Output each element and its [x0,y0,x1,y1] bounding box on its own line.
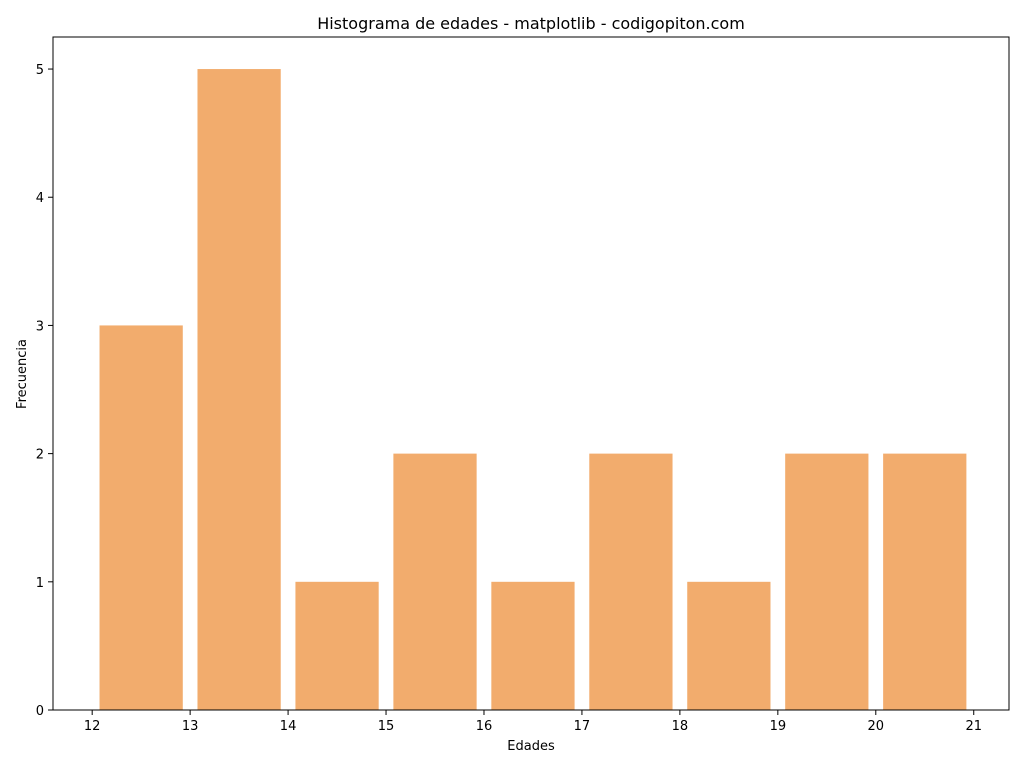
y-tick-label: 2 [36,448,44,463]
histogram-bar [589,453,673,710]
histogram-bar [883,453,967,710]
histogram-bar [295,581,379,710]
x-tick-label: 21 [965,719,982,734]
y-axis-ticks: 0 1 2 3 4 5 [36,63,53,719]
x-tick-label: 20 [868,719,885,734]
y-tick-label: 3 [36,319,44,334]
x-tick-label: 12 [84,719,101,734]
bars-group [99,69,967,711]
histogram-bar [99,325,183,710]
y-tick-label: 4 [36,191,44,206]
x-axis-ticks: 12 13 14 15 16 17 18 19 20 21 [84,710,982,734]
y-tick-label: 5 [36,63,44,78]
y-tick-label: 0 [36,704,44,719]
x-axis-label: Edades [507,739,555,754]
chart-title: Histograma de edades - matplotlib - codi… [317,14,745,33]
y-axis-label: Frecuencia [15,339,30,409]
x-tick-label: 16 [476,719,493,734]
histogram-bar [393,453,477,710]
x-tick-label: 14 [280,719,297,734]
histogram-bar [197,69,281,711]
y-tick-label: 1 [36,576,44,591]
x-tick-label: 13 [182,719,199,734]
histogram-bar [785,453,869,710]
histogram-bar [491,581,575,710]
plot-frame [52,36,1010,711]
x-tick-label: 19 [770,719,787,734]
x-tick-label: 17 [574,719,591,734]
histogram-bar [687,581,771,710]
x-tick-label: 18 [672,719,689,734]
x-tick-label: 15 [378,719,395,734]
